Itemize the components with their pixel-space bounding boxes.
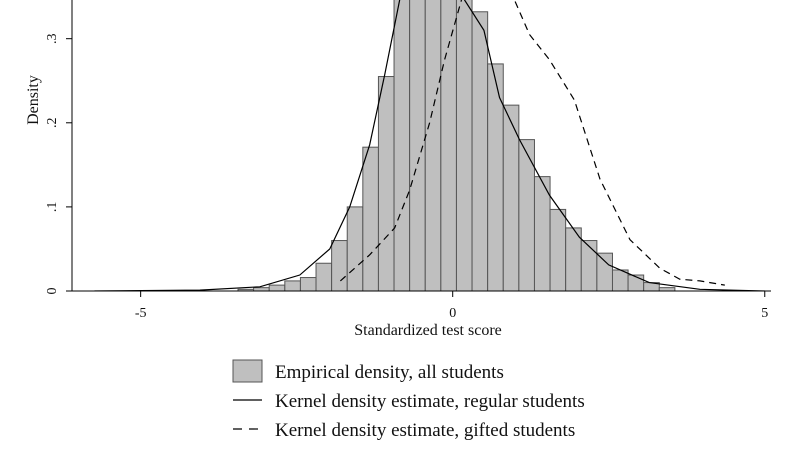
histogram-bar — [362, 146, 379, 291]
histogram-bar — [299, 277, 317, 291]
histogram-bar — [315, 262, 333, 291]
histogram-bar — [284, 280, 301, 291]
histogram-bar — [331, 240, 348, 291]
histogram-bar — [455, 0, 473, 291]
plot-area — [94, 0, 765, 291]
histogram-bar — [377, 76, 395, 291]
x-tick-label: 0 — [449, 306, 456, 321]
histogram-bar — [471, 11, 489, 291]
y-tick-label: 0 — [45, 288, 60, 295]
histogram-bar — [346, 206, 364, 291]
histogram-bar — [424, 0, 442, 291]
legend-label: Kernel density estimate, gifted students — [275, 420, 575, 441]
legend: Empirical density, all students Kernel de… — [232, 359, 585, 441]
kde-line — [94, 0, 765, 291]
legend-label: Kernel density estimate, regular student… — [275, 391, 585, 412]
histogram-bar — [393, 0, 411, 291]
histogram-bar — [580, 240, 598, 291]
histogram-bar — [549, 208, 567, 291]
x-tick-label: -5 — [135, 306, 147, 321]
y-tick-label: .3 — [45, 33, 60, 44]
histogram-bar — [596, 252, 613, 291]
y-axis-title: Density — [25, 75, 42, 125]
x-tick-label: 5 — [761, 306, 768, 321]
legend-label: Empirical density, all students — [275, 362, 504, 383]
legend-swatch — [232, 359, 263, 383]
histogram-bar — [268, 284, 286, 291]
y-tick-label: .1 — [45, 202, 60, 213]
histogram-bar — [658, 287, 676, 291]
histogram-bar — [611, 269, 629, 291]
x-axis-title: Standardized test score — [354, 322, 502, 339]
histogram-bar — [627, 274, 645, 291]
histogram-bar — [487, 63, 504, 291]
histogram-bar — [533, 176, 551, 291]
y-tick-label: .2 — [45, 118, 60, 128]
histogram-bar — [409, 0, 426, 291]
histogram-bar — [253, 287, 270, 291]
